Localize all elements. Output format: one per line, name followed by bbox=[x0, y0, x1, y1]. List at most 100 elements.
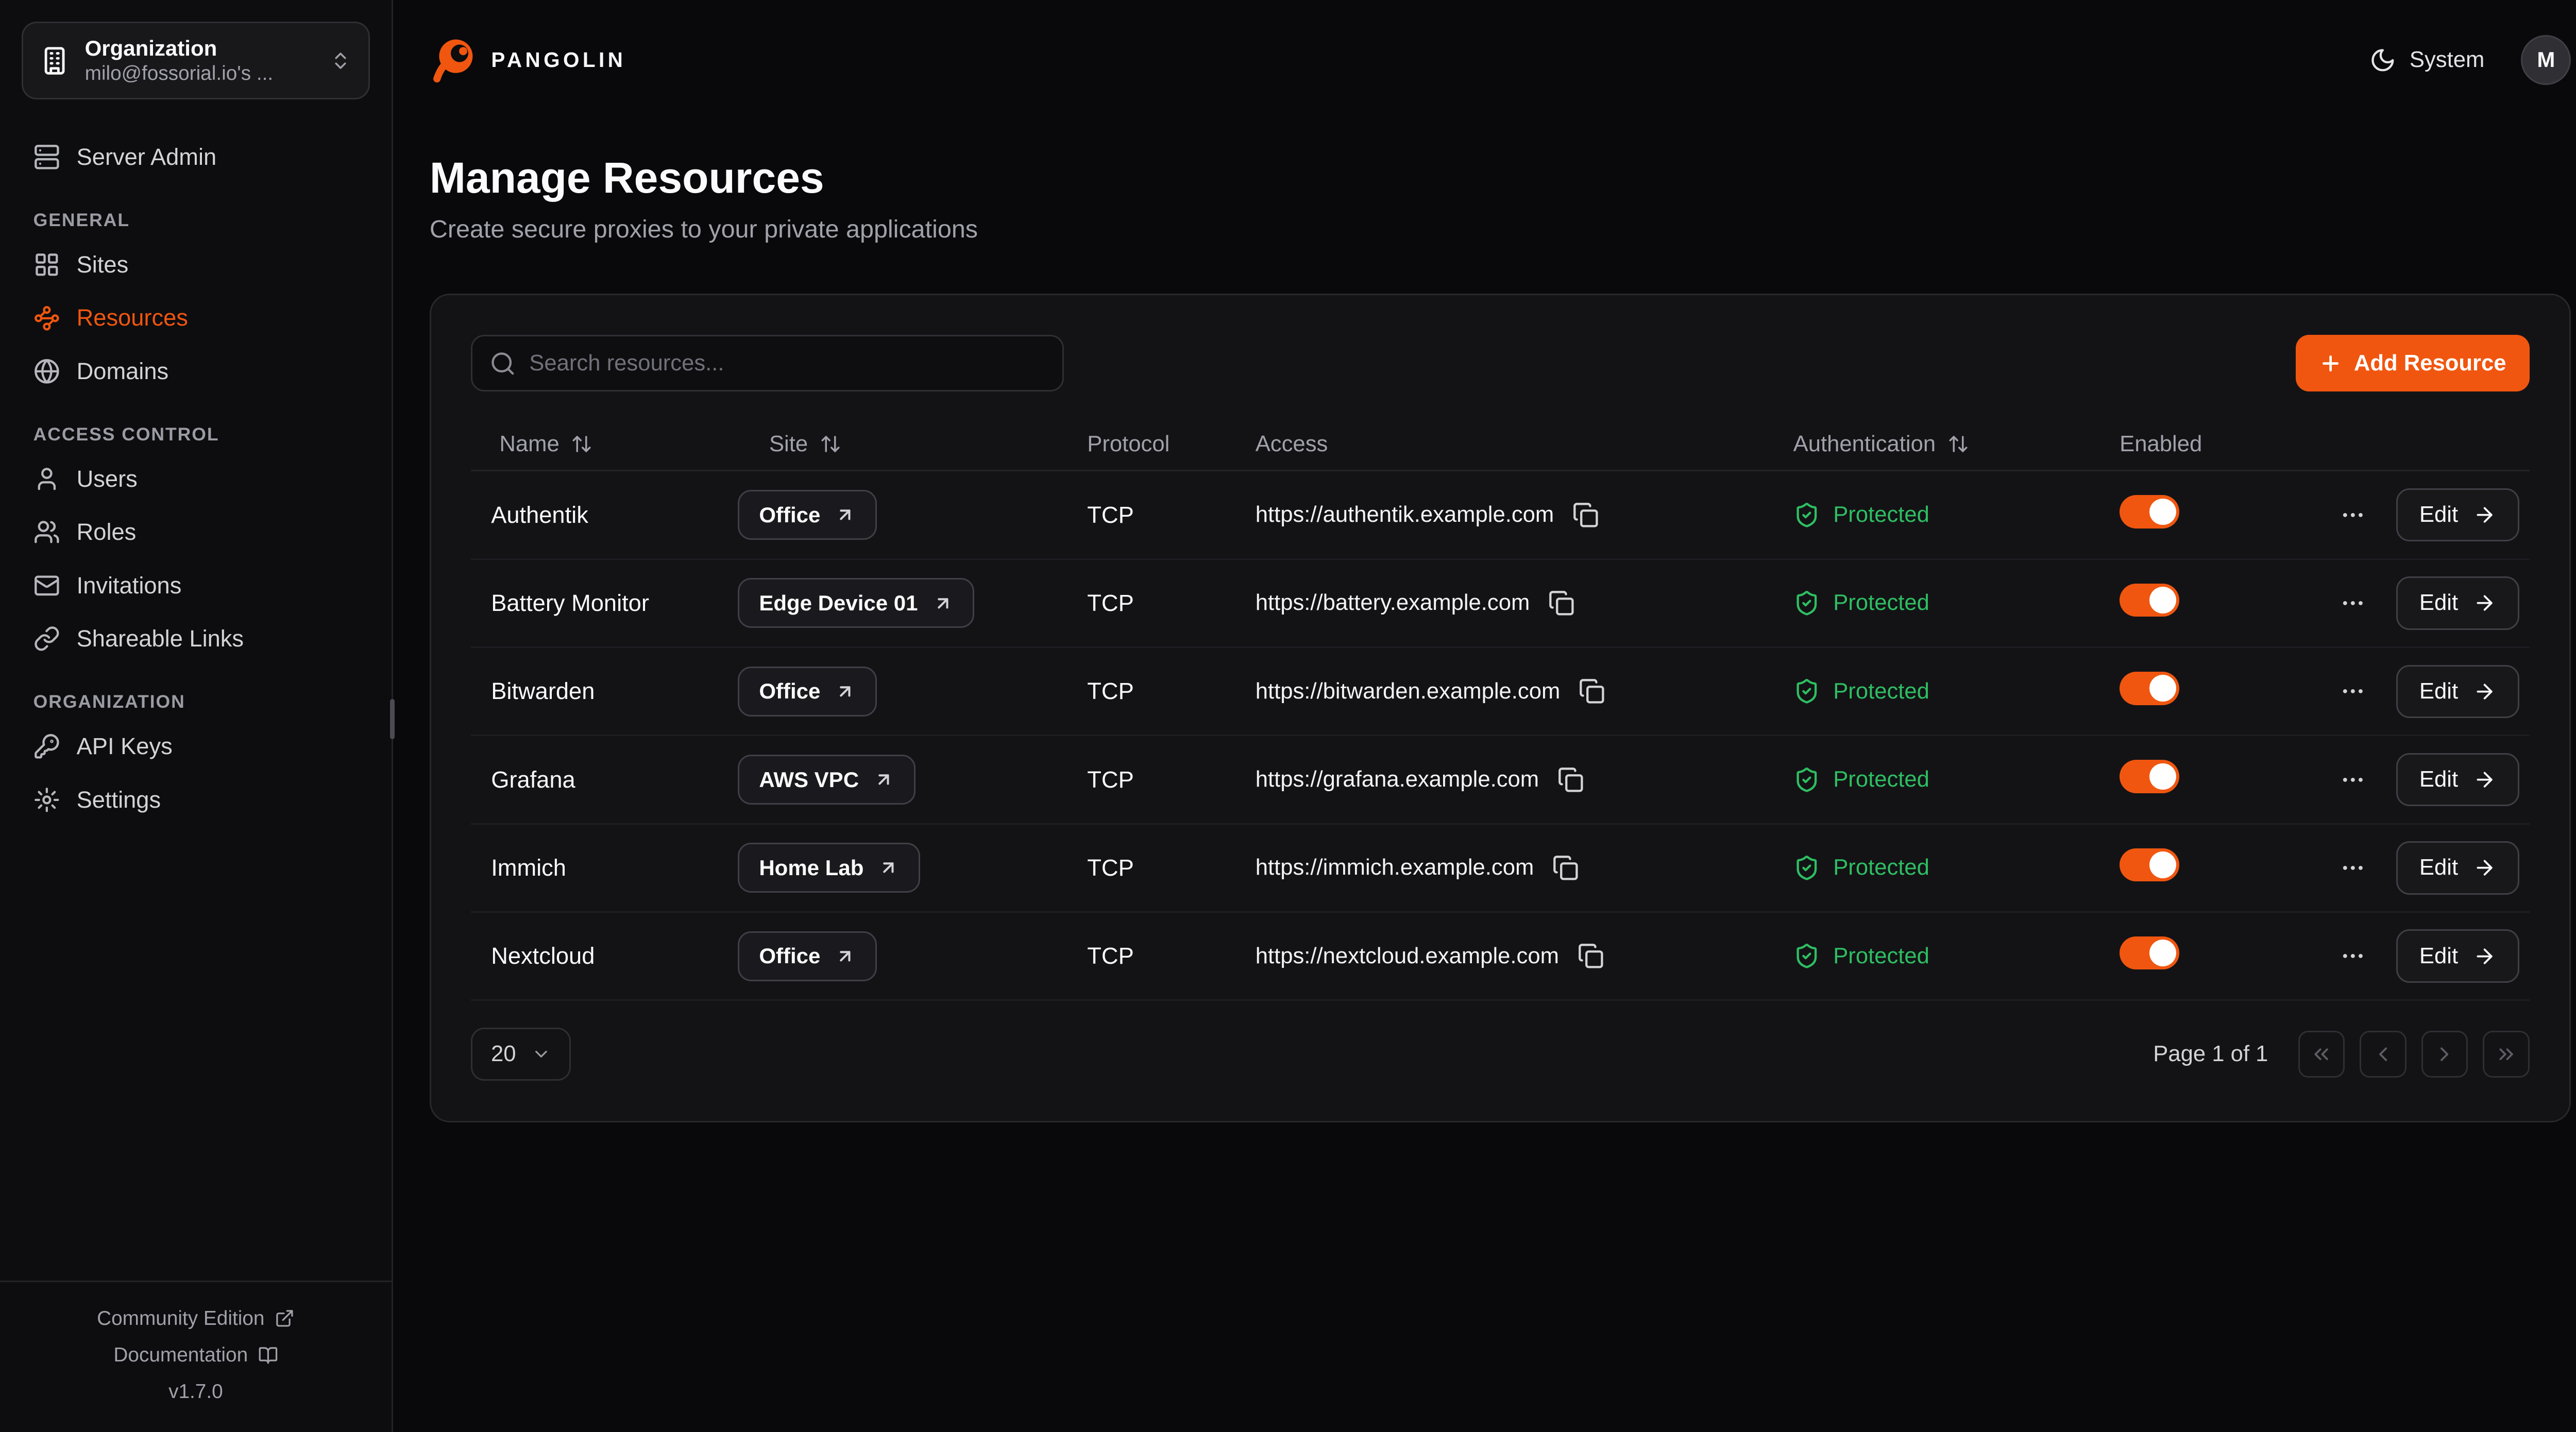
table-row: Immich Home Lab TCP https://immich.examp… bbox=[471, 825, 2530, 913]
access-url: https://bitwarden.example.com bbox=[1255, 678, 1561, 704]
row-actions-button[interactable] bbox=[2336, 940, 2370, 973]
site-link-button[interactable]: Home Lab bbox=[737, 843, 920, 893]
copy-url-button[interactable] bbox=[1557, 766, 1584, 793]
site-link-button[interactable]: Office bbox=[737, 931, 877, 981]
copy-url-button[interactable] bbox=[1552, 855, 1579, 881]
row-actions-button[interactable] bbox=[2336, 587, 2370, 620]
enabled-toggle[interactable] bbox=[2120, 495, 2180, 529]
shield-check-icon bbox=[1797, 856, 1817, 880]
sidebar-item-roles[interactable]: Roles bbox=[20, 506, 371, 558]
prev-page-button[interactable] bbox=[2360, 1031, 2406, 1078]
table-row: Grafana AWS VPC TCP https://grafana.exam… bbox=[471, 736, 2530, 825]
access-url: https://authentik.example.com bbox=[1255, 502, 1554, 527]
ellipsis-icon bbox=[2343, 954, 2363, 958]
site-link-button[interactable]: AWS VPC bbox=[737, 755, 916, 805]
arrow-up-right-icon bbox=[883, 862, 894, 873]
edit-button[interactable]: Edit bbox=[2396, 576, 2520, 630]
documentation-label: Documentation bbox=[113, 1343, 248, 1366]
row-actions-button[interactable] bbox=[2336, 498, 2370, 532]
ellipsis-icon bbox=[2343, 689, 2363, 694]
globe-icon bbox=[34, 359, 59, 384]
edit-button[interactable]: Edit bbox=[2396, 841, 2520, 895]
edit-button[interactable]: Edit bbox=[2396, 488, 2520, 542]
auth-status-badge: Protected bbox=[1833, 943, 1929, 968]
org-subtitle: milo@fossorial.io's ... bbox=[84, 62, 274, 85]
arrow-up-right-icon bbox=[878, 774, 889, 785]
add-resource-button[interactable]: Add Resource bbox=[2295, 335, 2530, 392]
auth-status-badge: Protected bbox=[1833, 502, 1929, 527]
search-box bbox=[471, 335, 1064, 392]
column-header-site: Site bbox=[738, 432, 1071, 457]
sidebar-item-shareable-links[interactable]: Shareable Links bbox=[20, 613, 371, 664]
theme-toggle-button[interactable]: System bbox=[2369, 47, 2484, 74]
gear-icon bbox=[34, 787, 59, 812]
column-header-name: Name bbox=[471, 432, 737, 457]
search-input[interactable] bbox=[529, 350, 1046, 376]
edit-button[interactable]: Edit bbox=[2396, 753, 2520, 807]
row-actions-button[interactable] bbox=[2336, 851, 2370, 885]
sidebar-item-invitations[interactable]: Invitations bbox=[20, 560, 371, 611]
documentation-link[interactable]: Documentation bbox=[0, 1337, 392, 1373]
sidebar-item-server-admin[interactable]: Server Admin bbox=[20, 131, 371, 183]
copy-url-button[interactable] bbox=[1579, 678, 1605, 705]
edit-button[interactable]: Edit bbox=[2396, 929, 2520, 983]
sidebar: Organization milo@fossorial.io's ... Ser… bbox=[0, 0, 395, 1432]
resource-name: Battery Monitor bbox=[491, 589, 649, 616]
sidebar-item-resources[interactable]: Resources bbox=[20, 292, 371, 344]
page-subtitle: Create secure proxies to your private ap… bbox=[429, 215, 978, 243]
ellipsis-icon bbox=[2343, 513, 2363, 517]
org-selector[interactable]: Organization milo@fossorial.io's ... bbox=[22, 22, 370, 100]
arrow-up-right-icon bbox=[840, 951, 851, 962]
sidebar-item-sites[interactable]: Sites bbox=[20, 239, 371, 291]
last-page-button[interactable] bbox=[2483, 1031, 2530, 1078]
arrow-right-icon bbox=[2477, 507, 2493, 523]
copy-url-button[interactable] bbox=[1578, 943, 1604, 969]
column-header-protocol: Protocol bbox=[1087, 431, 1170, 456]
sort-icon[interactable] bbox=[820, 433, 841, 455]
enabled-toggle[interactable] bbox=[2120, 848, 2180, 882]
access-url: https://grafana.example.com bbox=[1255, 767, 1539, 792]
ellipsis-icon bbox=[2343, 601, 2363, 605]
enabled-toggle[interactable] bbox=[2120, 760, 2180, 793]
protocol-value: TCP bbox=[1087, 589, 1134, 616]
page-size-select[interactable]: 20 bbox=[471, 1027, 571, 1081]
arrow-right-icon bbox=[2477, 595, 2493, 611]
sidebar-item-domains[interactable]: Domains bbox=[20, 346, 371, 397]
community-edition-link[interactable]: Community Edition bbox=[0, 1300, 392, 1337]
protocol-value: TCP bbox=[1087, 943, 1134, 969]
chevrons-up-down-icon bbox=[335, 52, 346, 69]
first-page-button[interactable] bbox=[2298, 1031, 2345, 1078]
site-link-button[interactable]: Office bbox=[737, 490, 877, 540]
page-header: Manage Resources Create secure proxies t… bbox=[430, 153, 2571, 244]
chevron-down-icon bbox=[535, 1051, 547, 1058]
auth-status-badge: Protected bbox=[1833, 590, 1929, 616]
theme-label: System bbox=[2409, 47, 2485, 72]
arrow-up-right-icon bbox=[840, 686, 851, 697]
sidebar-item-label: Roles bbox=[76, 519, 137, 545]
shield-check-icon bbox=[1797, 591, 1817, 616]
topbar: PANGOLIN System M bbox=[430, 0, 2571, 120]
enabled-toggle[interactable] bbox=[2120, 936, 2180, 970]
sidebar-resize-handle[interactable] bbox=[389, 699, 395, 740]
avatar[interactable]: M bbox=[2521, 35, 2571, 85]
sidebar-item-users[interactable]: Users bbox=[20, 453, 371, 505]
site-link-button[interactable]: Office bbox=[737, 666, 877, 717]
row-actions-button[interactable] bbox=[2336, 763, 2370, 796]
sidebar-item-label: Settings bbox=[76, 786, 161, 813]
row-actions-button[interactable] bbox=[2336, 675, 2370, 708]
sort-icon[interactable] bbox=[1947, 433, 1969, 455]
copy-url-button[interactable] bbox=[1548, 590, 1575, 617]
sidebar-item-settings[interactable]: Settings bbox=[20, 774, 371, 825]
site-link-button[interactable]: Edge Device 01 bbox=[737, 578, 975, 628]
sort-icon[interactable] bbox=[571, 433, 592, 455]
shield-check-icon bbox=[1797, 767, 1817, 792]
enabled-toggle[interactable] bbox=[2120, 671, 2180, 705]
sidebar-item-api-keys[interactable]: API Keys bbox=[20, 721, 371, 772]
next-page-button[interactable] bbox=[2421, 1031, 2468, 1078]
table-row: Bitwarden Office TCP https://bitwarden.e… bbox=[471, 648, 2530, 737]
chevrons-right-icon bbox=[2499, 1048, 2513, 1060]
enabled-toggle[interactable] bbox=[2120, 583, 2180, 617]
copy-url-button[interactable] bbox=[1572, 502, 1599, 529]
edit-button[interactable]: Edit bbox=[2396, 664, 2520, 718]
sidebar-item-label: Shareable Links bbox=[76, 625, 244, 652]
